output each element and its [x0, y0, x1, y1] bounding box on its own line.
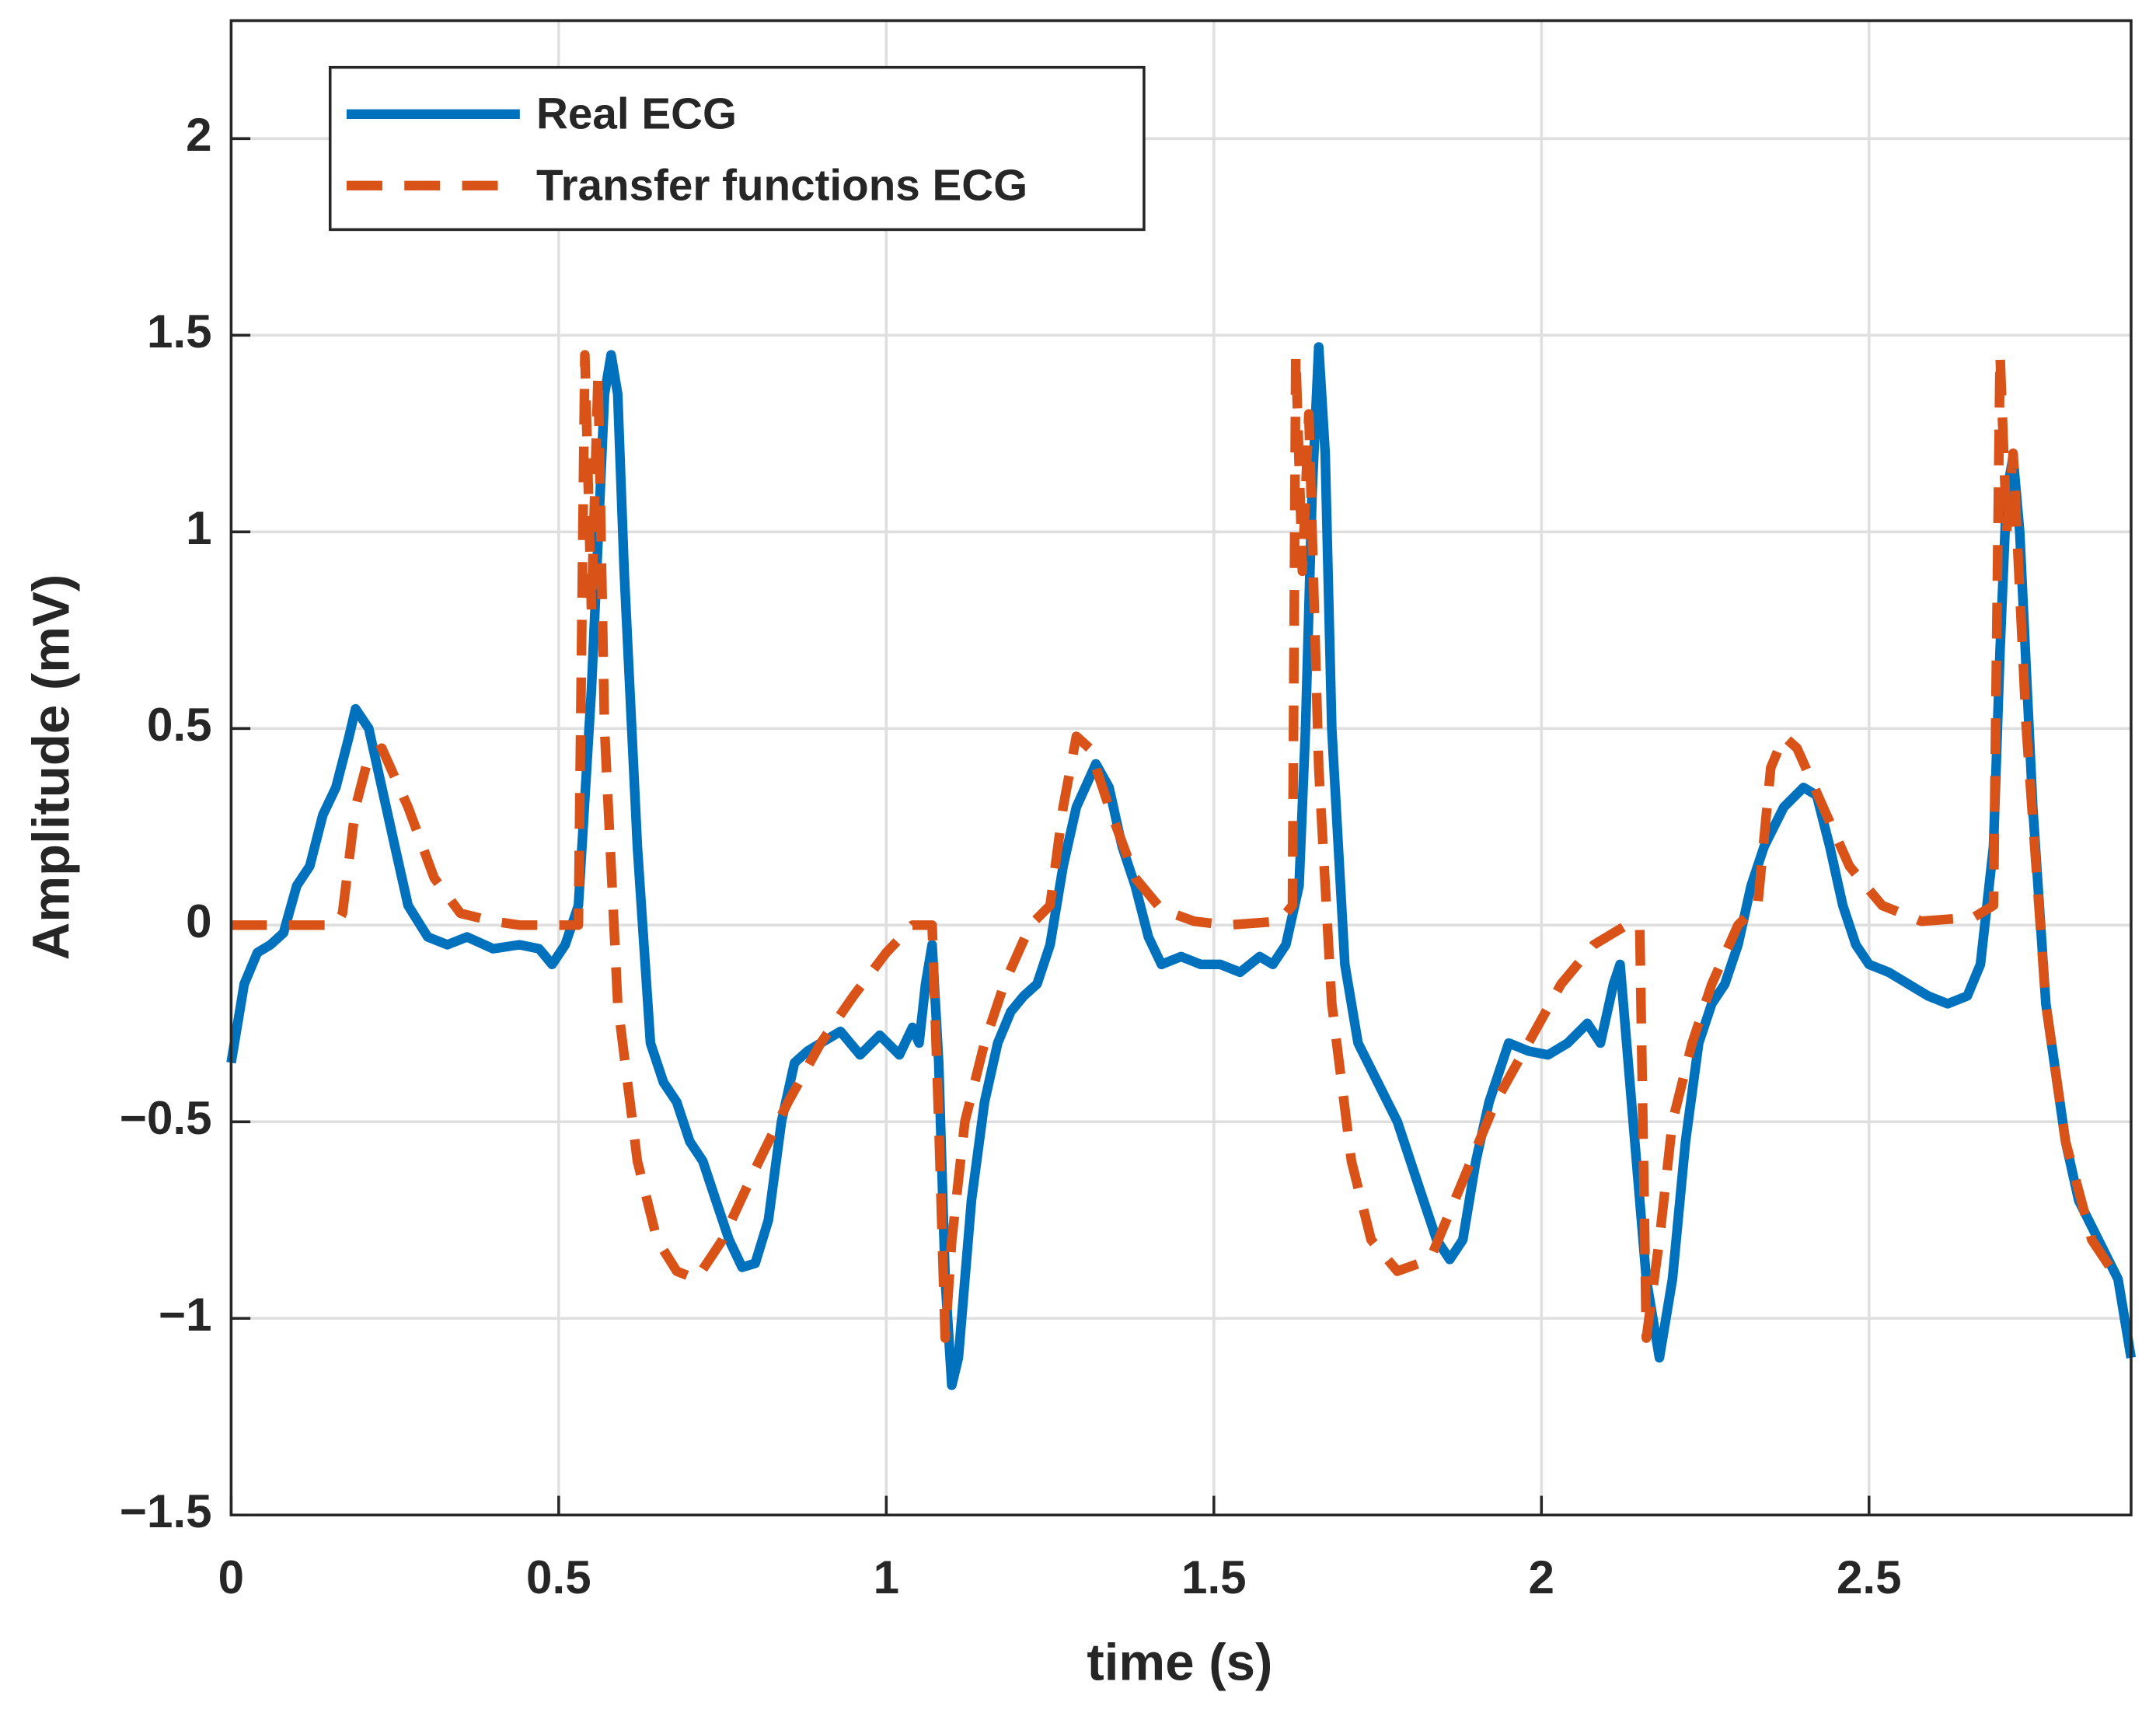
- y-tick-label: 1: [186, 502, 211, 554]
- y-tick-label: 1.5: [147, 305, 212, 358]
- series-line: [226, 342, 2137, 1390]
- y-tick-label: 2: [186, 109, 211, 161]
- x-axis-label: time (s): [1087, 1634, 1272, 1692]
- x-tick-label: 0: [218, 1551, 244, 1603]
- x-tick-label: 0.5: [526, 1551, 591, 1603]
- plot-frame: [229, 19, 2133, 1517]
- x-tick-label: 2: [1529, 1551, 1554, 1603]
- x-tick-label: 2.5: [1837, 1551, 1902, 1603]
- y-tick-label: 0.5: [147, 699, 212, 751]
- y-tick-label: −0.5: [120, 1092, 212, 1144]
- legend-label: Real ECG: [536, 89, 737, 138]
- y-tick-label: −1: [159, 1289, 212, 1341]
- legend-box: [328, 65, 1146, 232]
- x-tick-label: 1.5: [1181, 1551, 1247, 1603]
- y-tick-label: 0: [186, 895, 211, 947]
- y-axis-label: Amplitude (mV): [23, 574, 81, 961]
- series-line: [231, 350, 2123, 1343]
- x-tick-label: 1: [874, 1551, 899, 1603]
- y-tick-label: −1.5: [120, 1485, 212, 1537]
- legend-label: Transfer functions ECG: [536, 160, 1027, 209]
